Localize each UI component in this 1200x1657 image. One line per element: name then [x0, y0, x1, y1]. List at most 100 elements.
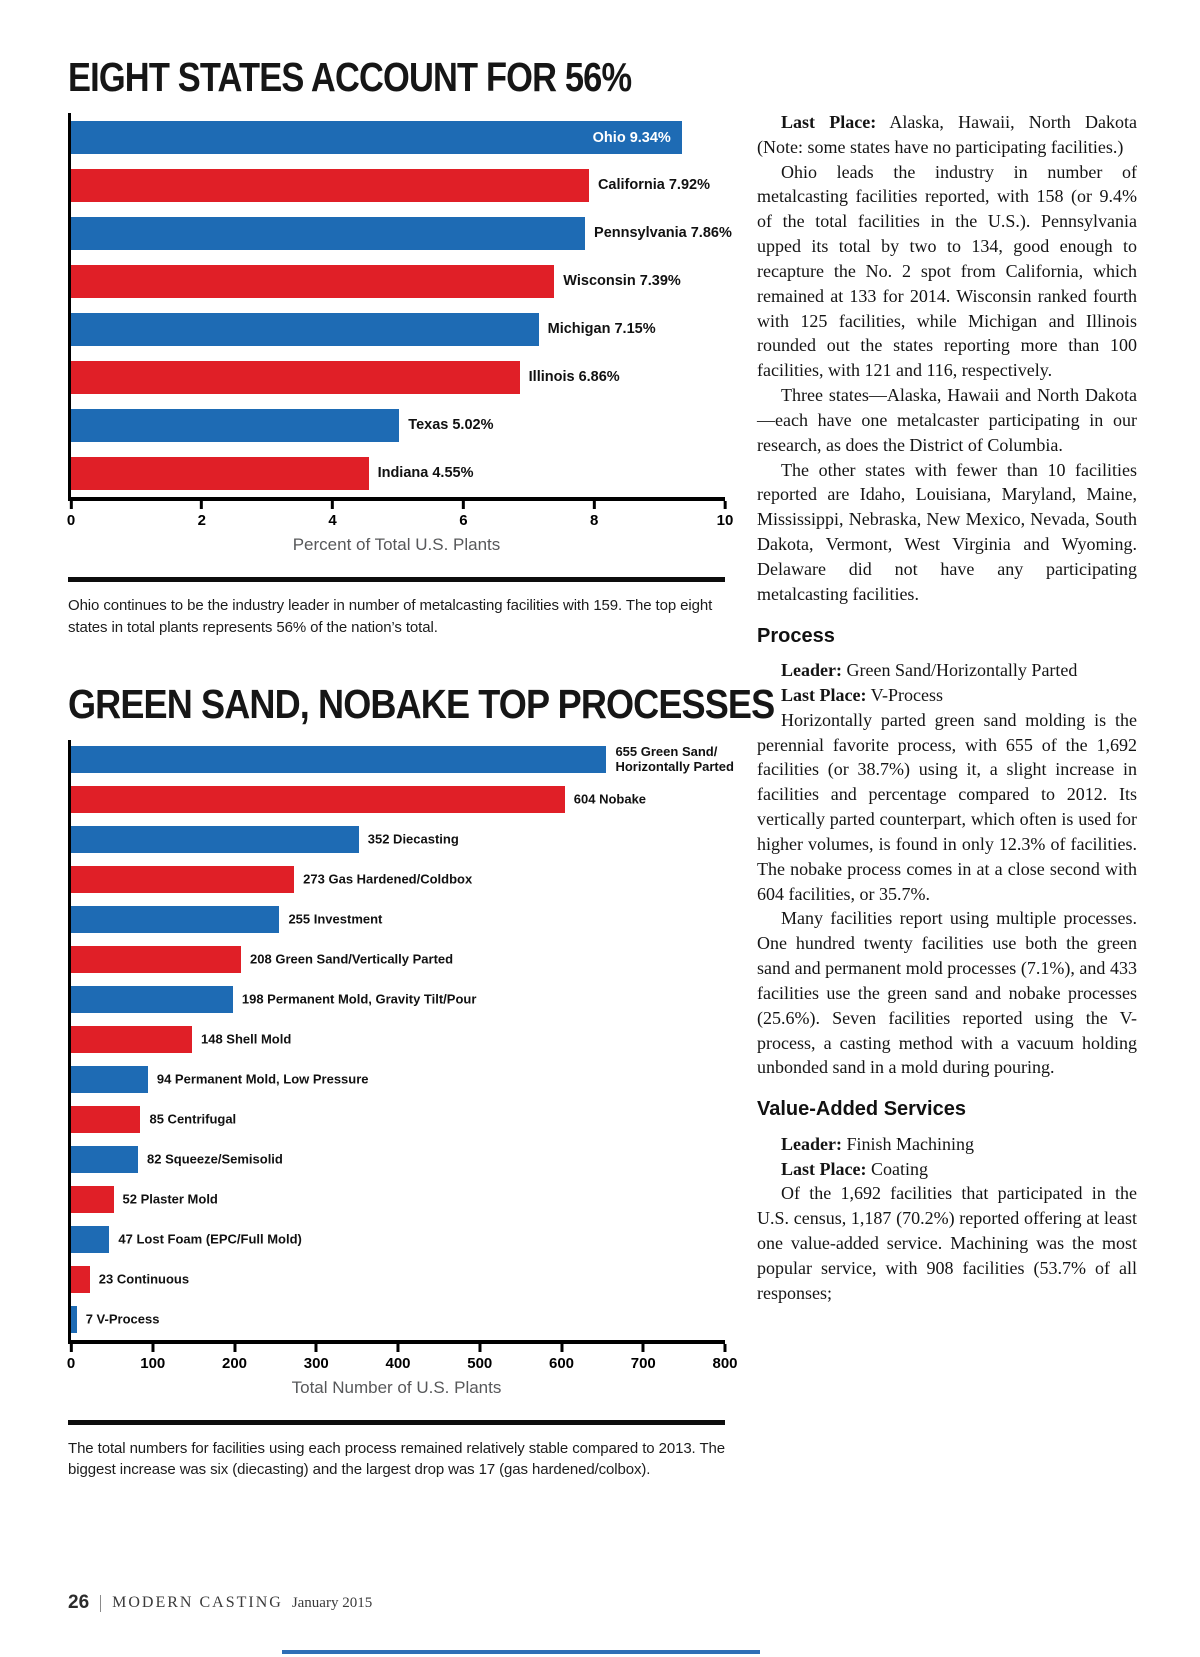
tick-label: 700	[630, 1354, 656, 1372]
bar	[71, 1105, 141, 1133]
page-footer: 26 MODERN CASTING January 2015	[68, 1592, 372, 1614]
bar-row: Michigan 7.15%	[71, 305, 725, 353]
article-paragraph: Ohio leads the industry in number of met…	[757, 161, 1137, 381]
magazine-name: MODERN CASTING	[112, 1594, 283, 1611]
bar	[71, 313, 539, 347]
bar-label: 352 Diecasting	[367, 831, 459, 847]
bar	[71, 745, 607, 773]
chart-top-processes: 655 Green Sand/Horizontally Parted 604 No…	[67, 739, 738, 1398]
bar	[71, 905, 280, 933]
page-number: 26	[68, 1592, 90, 1613]
bar-row: 604 Nobake	[71, 780, 725, 820]
tick-mark	[592, 501, 596, 510]
bar	[71, 1065, 148, 1093]
axis-tick: 700	[630, 1343, 656, 1372]
tick-label: 4	[328, 512, 337, 530]
bar-label: Michigan 7.15%	[547, 321, 656, 338]
tick-mark	[151, 1343, 155, 1352]
bar	[71, 457, 369, 491]
bar-row: 7 V-Process	[71, 1300, 725, 1340]
bar-row: Wisconsin 7.39%	[71, 257, 725, 305]
bar	[71, 1185, 114, 1213]
bar	[71, 1305, 77, 1333]
leader-line: Leader: Green Sand/Horizontally Parted	[781, 660, 1078, 681]
bar-label: 198 Permanent Mold, Gravity Tilt/Pour	[241, 991, 477, 1007]
tick-mark	[200, 501, 204, 510]
bar	[71, 361, 520, 395]
bar-label: 7 V-Process	[85, 1311, 160, 1327]
lead-label: Leader:	[781, 660, 842, 681]
bar-label: Illinois 6.86%	[528, 369, 620, 386]
chart1-caption-rule	[68, 577, 725, 583]
article-paragraph: Three states—Alaska, Hawaii and North Da…	[757, 385, 1137, 455]
bar	[71, 265, 555, 299]
bar	[71, 169, 589, 203]
chart2-caption: The total numbers for facilities using e…	[68, 1439, 725, 1479]
bar-row: 273 Gas Hardened/Coldbox	[71, 860, 725, 900]
bar-label: 255 Investment	[288, 911, 383, 927]
chart1-caption: Ohio continues to be the industry leader…	[68, 597, 713, 636]
bar-row: 52 Plaster Mold	[71, 1180, 725, 1220]
axis-tick: 4	[328, 501, 337, 530]
axis-tick: 200	[222, 1343, 247, 1372]
bar-label: Indiana 4.55%	[377, 465, 474, 482]
bar-row: 94 Permanent Mold, Low Pressure	[71, 1060, 725, 1100]
axis-tick: 600	[549, 1343, 574, 1372]
bar	[71, 217, 586, 251]
axis-tick: 2	[198, 501, 206, 529]
tick-mark	[461, 501, 465, 510]
article-paragraph: The other states with fewer than 10 faci…	[757, 459, 1137, 604]
bar-row: 85 Centrifugal	[71, 1100, 725, 1140]
bar	[71, 985, 233, 1013]
article-paragraph: Last Place: Alaska, Hawaii, North Dakota…	[757, 112, 1137, 157]
chart1-x-axis-ticks: 0 2 4 6 8 10	[67, 501, 733, 533]
bar	[71, 785, 565, 813]
bar-label: 47 Lost Foam (EPC/Full Mold)	[118, 1231, 302, 1247]
axis-tick: 0	[66, 1343, 76, 1372]
tick-label: 500	[467, 1354, 493, 1372]
bar	[71, 409, 400, 443]
bar-row: California 7.92%	[71, 161, 725, 209]
bar-label: Ohio 9.34%	[592, 129, 671, 146]
tick-mark	[331, 501, 335, 510]
chart1-x-axis-label: Percent of Total U.S. Plants	[292, 535, 501, 555]
leader-line: Last Place: Coating	[781, 1158, 928, 1179]
tick-label: 8	[590, 512, 599, 530]
bar-label: 208 Green Sand/Vertically Parted	[250, 951, 454, 967]
axis-tick: 6	[459, 501, 468, 529]
tick-label: 100	[140, 1354, 166, 1372]
bar-row: 82 Squeeze/Semisolid	[71, 1140, 725, 1180]
bar-label: California 7.92%	[597, 177, 710, 194]
axis-tick: 500	[467, 1343, 493, 1372]
lead-label: Last Place:	[781, 112, 877, 132]
tick-label: 0	[66, 1354, 76, 1372]
bar-row: 23 Continuous	[71, 1260, 725, 1300]
bar-row: 352 Diecasting	[71, 820, 725, 860]
bar-label: 655 Green Sand/Horizontally Parted	[615, 743, 734, 774]
chart2-x-axis-ticks: 0 100 200 300 400 500 600 700 800	[67, 1343, 738, 1376]
axis-tick: 300	[304, 1343, 329, 1372]
bar-label: 85 Centrifugal	[149, 1111, 237, 1127]
tick-label: 10	[716, 512, 734, 530]
article-paragraph: Of the 1,692 facilities that participate…	[757, 1183, 1137, 1303]
bar	[71, 1145, 139, 1173]
page-bottom-rule	[282, 1650, 760, 1654]
article-paragraph: Horizontally parted green sand molding i…	[757, 709, 1137, 904]
bar-row: Pennsylvania 7.86%	[71, 209, 732, 257]
bar-row: Texas 5.02%	[71, 401, 725, 449]
tick-mark	[396, 1343, 400, 1352]
axis-tick: 8	[590, 501, 598, 529]
leader-line: Leader: Finish Machining	[781, 1133, 974, 1154]
tick-mark	[560, 1343, 563, 1352]
article-column: Last Place: Alaska, Hawaii, North Dakota…	[757, 110, 1137, 1306]
bar: Ohio 9.34%	[71, 121, 682, 155]
axis-tick: 800	[712, 1343, 738, 1372]
bar-row: 198 Permanent Mold, Gravity Tilt/Pour	[71, 980, 725, 1020]
tick-mark	[478, 1343, 482, 1352]
chart1-title: EIGHT STATES ACCOUNT FOR 56%	[68, 54, 632, 100]
issue-date: January 2015	[291, 1594, 373, 1611]
bar-label: 23 Continuous	[98, 1271, 190, 1287]
tick-mark	[69, 501, 73, 510]
bar	[71, 1225, 110, 1253]
tick-mark	[69, 1343, 73, 1352]
